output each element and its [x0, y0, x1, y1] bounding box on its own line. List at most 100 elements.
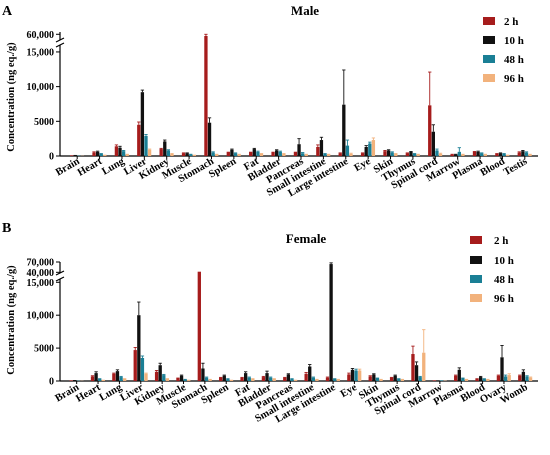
bar — [243, 373, 248, 381]
bar — [475, 379, 479, 381]
bar — [252, 149, 256, 156]
legend-b-label-2h: 2 h — [494, 235, 508, 247]
y-tick-label: 60,000 — [27, 30, 55, 41]
bar — [144, 135, 148, 156]
bar — [286, 374, 291, 381]
bar — [197, 272, 201, 381]
bar — [338, 153, 342, 156]
panel-a-legend: 2 h 10 h 48 h 96 h — [483, 16, 524, 85]
bar — [405, 153, 410, 156]
category-label: Testis — [502, 156, 529, 178]
legend-b-swatch-96h — [470, 294, 482, 302]
bar — [98, 379, 102, 381]
legend-b-swatch-48h — [470, 275, 482, 283]
bar — [137, 315, 141, 381]
bar — [311, 377, 315, 381]
bar — [99, 153, 103, 156]
bar — [496, 375, 501, 381]
bar — [275, 150, 279, 156]
bar — [204, 377, 209, 381]
bar — [524, 152, 529, 156]
legend-b-label-10h: 10 h — [494, 255, 514, 267]
axis-break-mark — [55, 270, 65, 276]
bar — [256, 151, 260, 156]
bar — [226, 379, 230, 381]
bar — [233, 153, 238, 156]
bar — [517, 152, 521, 156]
bar — [95, 151, 100, 156]
legend-b-label-48h: 48 h — [494, 274, 514, 286]
bar — [301, 153, 305, 156]
bar — [325, 377, 330, 381]
bar — [121, 151, 126, 156]
bar — [416, 154, 420, 156]
bar — [472, 151, 477, 156]
bar — [159, 149, 163, 156]
bar — [521, 151, 525, 156]
legend-a-label-2h: 2 h — [504, 16, 518, 28]
bar — [271, 152, 275, 156]
bar — [251, 379, 255, 381]
bar — [478, 377, 483, 381]
panel-b-title: Female — [286, 231, 327, 246]
bar — [371, 140, 376, 156]
bar — [498, 153, 503, 156]
y-tick-label: 15,000 — [27, 278, 55, 289]
bar — [123, 379, 127, 381]
bar — [293, 152, 298, 156]
bar — [297, 144, 301, 156]
bar — [265, 373, 269, 381]
bar — [315, 379, 319, 381]
bar — [92, 152, 96, 156]
bar — [457, 369, 461, 381]
legend-a-swatch-10h — [483, 36, 495, 44]
bar — [393, 375, 397, 381]
bar — [454, 375, 458, 381]
bar — [208, 379, 212, 381]
bar — [336, 379, 340, 381]
bar — [115, 371, 120, 381]
bar — [176, 378, 180, 381]
bar — [69, 155, 74, 156]
bar — [237, 154, 241, 156]
legend-b-label-96h: 96 h — [494, 293, 514, 305]
bar — [73, 154, 77, 156]
bar — [144, 373, 148, 381]
bar — [476, 151, 480, 156]
bar — [319, 140, 324, 156]
bar — [457, 151, 461, 156]
bar — [240, 377, 244, 381]
bar — [219, 377, 223, 381]
y-tick-label: 10,000 — [27, 82, 55, 93]
legend-b-swatch-10h — [470, 256, 482, 264]
category-label: Lung — [100, 156, 127, 178]
bar — [528, 377, 533, 381]
bar — [293, 380, 298, 381]
panel-a-plot: 0500010,00015,00060,000BrainHeartLungLiv… — [27, 30, 538, 199]
bar — [461, 378, 465, 381]
bar — [278, 151, 282, 156]
bar — [179, 375, 184, 381]
bar — [316, 146, 320, 156]
bar — [247, 377, 251, 381]
bar — [500, 357, 504, 381]
bar — [230, 149, 234, 156]
legend-a-label-96h: 96 h — [504, 73, 524, 85]
bar — [412, 153, 417, 156]
axis-break-mark — [55, 276, 65, 282]
bar — [140, 92, 145, 156]
bar — [222, 375, 226, 381]
bar — [350, 369, 355, 381]
axis-break-mark — [55, 42, 65, 48]
panel-b-label: B — [2, 221, 11, 236]
bar — [268, 377, 273, 381]
y-tick-label: 5000 — [34, 117, 54, 128]
bar — [112, 373, 116, 381]
axis-break-mark — [55, 37, 65, 43]
bar — [428, 105, 432, 156]
bar — [133, 350, 137, 381]
legend-b-swatch-2h — [470, 236, 482, 244]
bar — [422, 352, 426, 381]
bar — [414, 365, 419, 381]
